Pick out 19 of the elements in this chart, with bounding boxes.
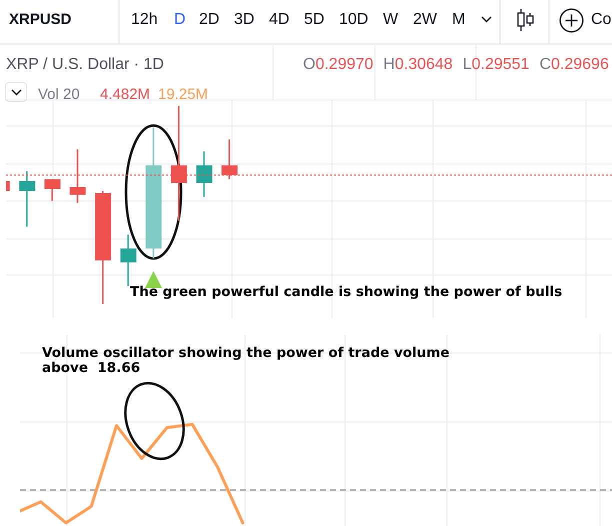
text: Vol 20 bbox=[38, 85, 80, 104]
chart-title: XRP / U.S. Dollar · 1D bbox=[6, 54, 164, 74]
text: XRPUSD bbox=[9, 10, 72, 29]
text: 4D bbox=[269, 10, 290, 30]
annotation: The green powerful candle is showing the power of bulls bbox=[130, 284, 562, 300]
text: Volume oscillator showing the power of trade volume above 18.66 bbox=[42, 345, 450, 376]
text: 3D bbox=[234, 10, 254, 30]
text: 10D bbox=[339, 10, 368, 30]
text: 12h bbox=[131, 10, 158, 30]
text: D bbox=[174, 10, 186, 30]
text: Co bbox=[591, 10, 612, 30]
text: W bbox=[383, 10, 398, 30]
text: 5D bbox=[304, 10, 324, 30]
text: 19.25M bbox=[158, 85, 208, 104]
text: 2D bbox=[199, 10, 220, 30]
text: O0.29970 H0.30648 L0.29551 C0.29696 bbox=[303, 56, 609, 72]
text: 2W bbox=[413, 10, 437, 30]
text: 4.482M bbox=[100, 85, 150, 104]
text: M bbox=[452, 10, 466, 30]
